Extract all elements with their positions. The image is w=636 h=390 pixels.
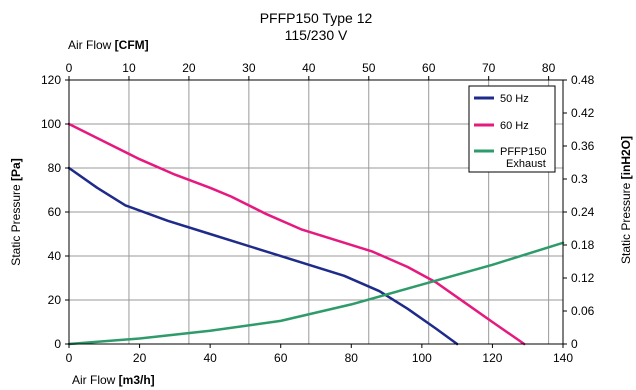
tick-label-x-top: 70 bbox=[482, 61, 496, 75]
tick-label-x-bottom: 20 bbox=[133, 351, 147, 365]
legend-label-exhaust: PFFP150 Exhaust bbox=[500, 146, 550, 170]
tick-label-x-bottom: 60 bbox=[274, 351, 288, 365]
tick-label-x-bottom: 40 bbox=[203, 351, 217, 365]
series-line-2 bbox=[67, 241, 565, 346]
tick-label-y-left: 0 bbox=[54, 337, 61, 351]
legend-label-exhaust-line1: PFFP150 bbox=[500, 146, 546, 158]
tick-label-y-right: 0.3 bbox=[571, 172, 588, 186]
tick-label-x-top: 60 bbox=[422, 61, 436, 75]
tick-label-y-right: 0.42 bbox=[571, 106, 595, 120]
tick-label-x-top: 80 bbox=[542, 61, 556, 75]
tick-label-y-right: 0.18 bbox=[571, 238, 595, 252]
y-left-label-prefix: Static Pressure bbox=[9, 181, 23, 266]
series-line-1 bbox=[67, 122, 526, 346]
x-top-axis-label: Air Flow [CFM] bbox=[68, 38, 149, 52]
tick-label-y-left: 40 bbox=[48, 249, 62, 263]
y-left-axis-label: Static Pressure [Pa] bbox=[9, 158, 23, 265]
y-right-label-prefix: Static Pressure bbox=[619, 179, 633, 264]
tick-label-x-top: 30 bbox=[242, 61, 256, 75]
tick-label-y-left: 120 bbox=[41, 73, 61, 87]
tick-label-x-bottom: 120 bbox=[482, 351, 502, 365]
x-top-label-unit: [CFM] bbox=[115, 38, 149, 52]
tick-label-y-right: 0.12 bbox=[571, 271, 595, 285]
series-line-0 bbox=[67, 166, 459, 346]
tick-label-x-top: 20 bbox=[182, 61, 196, 75]
x-bottom-label-prefix: Air Flow bbox=[72, 373, 119, 387]
tick-label-y-right: 0.06 bbox=[571, 304, 595, 318]
tick-label-y-left: 100 bbox=[41, 117, 61, 131]
tick-label-x-top: 0 bbox=[66, 61, 73, 75]
x-top-label-prefix: Air Flow bbox=[68, 38, 115, 52]
legend-box bbox=[468, 85, 556, 173]
tick-label-x-bottom: 140 bbox=[553, 351, 573, 365]
legend-label-exhaust-line2: Exhaust bbox=[506, 158, 546, 170]
tick-label-x-top: 10 bbox=[122, 61, 136, 75]
legend-label-50hz: 50 Hz bbox=[500, 93, 529, 105]
tick-label-y-right: 0.24 bbox=[571, 205, 595, 219]
tick-label-y-left: 80 bbox=[48, 161, 62, 175]
tick-label-x-bottom: 0 bbox=[66, 351, 73, 365]
tick-label-x-top: 40 bbox=[302, 61, 316, 75]
y-left-label-unit: [Pa] bbox=[9, 158, 23, 181]
y-right-label-unit: [inH2O] bbox=[619, 136, 633, 179]
y-right-axis-label: Static Pressure [inH2O] bbox=[619, 136, 633, 264]
x-bottom-axis-label: Air Flow [m3/h] bbox=[72, 373, 155, 387]
chart-subtitle: 115/230 V bbox=[285, 27, 348, 43]
tick-group: 0 10 20 30 40 50 60 70 80 0 20 40 60 80 100 120 0 20 40 60 8… bbox=[41, 61, 595, 365]
tick-label-y-right: 0.48 bbox=[571, 73, 595, 87]
legend: 50 Hz 60 Hz PFFP150 Exhaust bbox=[468, 85, 556, 173]
tick-label-y-left: 20 bbox=[48, 293, 62, 307]
tick-label-x-bottom: 100 bbox=[412, 351, 432, 365]
tick-label-y-right: 0.36 bbox=[571, 139, 595, 153]
tick-label-x-bottom: 80 bbox=[345, 351, 359, 365]
tick-label-y-left: 60 bbox=[48, 205, 62, 219]
legend-label-60hz: 60 Hz bbox=[500, 120, 529, 132]
tick-label-x-top: 50 bbox=[362, 61, 376, 75]
chart-title: PFFP150 Type 12 bbox=[260, 10, 373, 26]
x-bottom-label-unit: [m3/h] bbox=[119, 373, 155, 387]
tick-label-y-right: 0 bbox=[571, 337, 578, 351]
series-group bbox=[67, 122, 565, 346]
